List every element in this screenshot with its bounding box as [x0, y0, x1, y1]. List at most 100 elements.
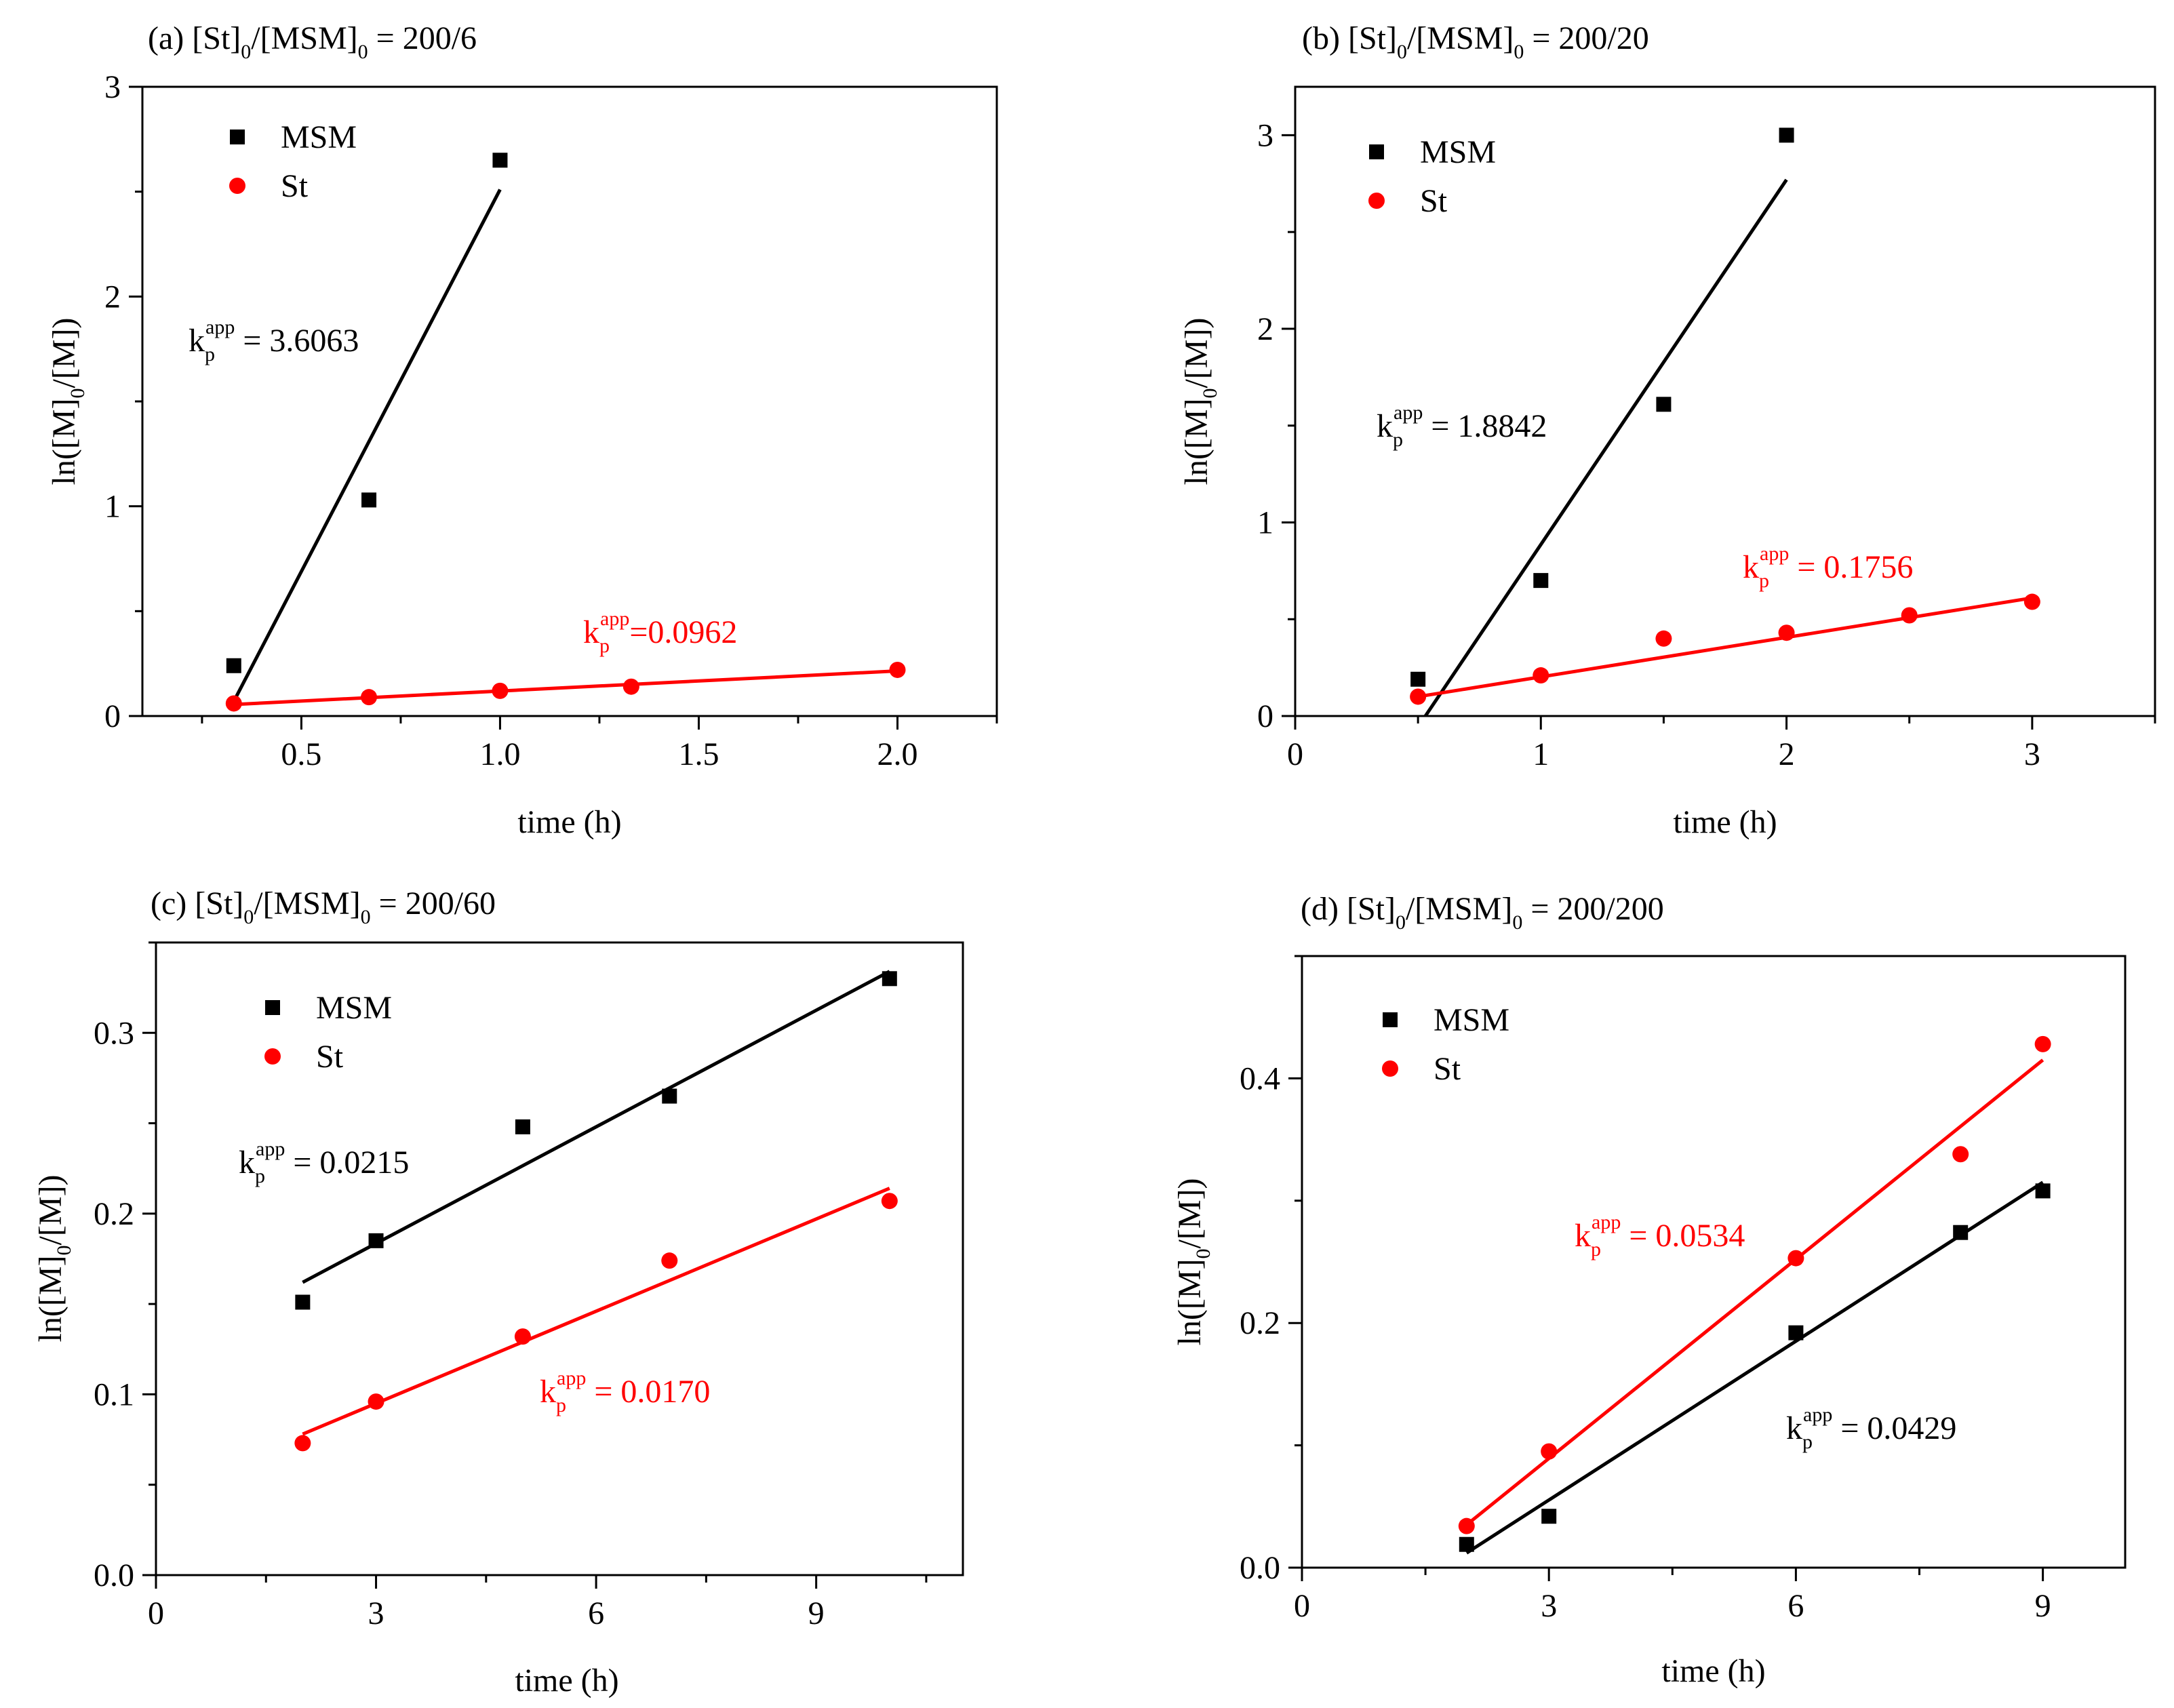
data-point-circle — [492, 682, 509, 699]
series-st — [1410, 593, 2040, 705]
data-point-circle — [1901, 607, 1918, 624]
data-point-circle — [225, 695, 242, 712]
data-point-circle — [294, 1435, 311, 1452]
title-mid: /[MSM] — [251, 20, 357, 56]
series-st — [294, 1187, 898, 1452]
legend-label: St — [1420, 183, 1448, 219]
legend-label: MSM — [316, 990, 392, 1026]
kp-annotation-msm-value: = 1.8842 — [1423, 408, 1547, 444]
y-tick-label: 0.4 — [1240, 1060, 1280, 1096]
kp-annotation-st-value: =0.0962 — [629, 614, 737, 650]
legend-label: MSM — [1420, 134, 1496, 170]
data-point-square — [492, 153, 508, 168]
title-sub2: 0 — [361, 906, 371, 928]
data-point-circle — [1952, 1146, 1969, 1163]
data-point-circle — [2034, 1035, 2051, 1052]
y-label-part1: ln([M] — [33, 1256, 68, 1343]
x-tick-label: 0 — [1287, 736, 1303, 772]
x-tick-label: 9 — [808, 1595, 825, 1631]
legend-label: St — [1434, 1051, 1461, 1087]
kp-annotation-msm: kp app = 1.8842 — [1377, 401, 1547, 451]
legend-circle-icon — [264, 1048, 281, 1065]
data-point-circle — [889, 661, 906, 678]
title-suffix: = 200/60 — [371, 886, 496, 921]
x-tick-label: 6 — [588, 1595, 604, 1631]
fit-line — [232, 188, 502, 702]
panel-title: (d) [St]0/[MSM]0 = 200/200 — [1301, 891, 1664, 934]
data-point-circle — [1778, 624, 1795, 641]
title-sub2: 0 — [358, 41, 368, 63]
kp-annotation-msm-value: = 0.0429 — [1832, 1410, 1956, 1446]
x-tick-label: 0 — [148, 1595, 164, 1631]
panel-title: (c) [St]0/[MSM]0 = 200/60 — [151, 886, 496, 928]
data-point-circle — [1787, 1250, 1804, 1267]
kp-annotation-st-k: k — [1743, 549, 1759, 585]
x-tick-label: 3 — [2024, 736, 2040, 772]
series-msm — [1459, 1180, 2051, 1555]
kp-annotation-msm-k: k — [189, 323, 205, 359]
y-label-part1: ln([M] — [1179, 399, 1214, 485]
y-tick-label: 0.1 — [94, 1376, 134, 1412]
kp-annotation-msm-sup: app — [256, 1138, 285, 1160]
kp-annotation-msm-sub: p — [205, 343, 215, 365]
title-sub1: 0 — [1397, 41, 1407, 63]
data-point-square — [882, 971, 897, 987]
kp-annotation-st-sup: app — [600, 608, 629, 630]
title-suffix: = 200/6 — [368, 20, 477, 56]
legend-square-icon — [1383, 1012, 1398, 1027]
y-label-part2: /[M]) — [1172, 1178, 1208, 1249]
y-tick-label: 0.3 — [94, 1015, 134, 1051]
title-sub2: 0 — [1514, 41, 1524, 63]
y-label-part2: /[M]) — [33, 1175, 68, 1246]
data-point-circle — [1533, 667, 1549, 684]
kp-annotation-st: kp app=0.0962 — [583, 608, 737, 657]
kp-annotation-msm: kp app = 0.0215 — [239, 1138, 409, 1187]
kp-annotation-msm-k: k — [1377, 408, 1393, 444]
data-point-circle — [1410, 688, 1427, 705]
y-label-part2: /[M]) — [46, 318, 82, 389]
y-tick-label: 0 — [1257, 698, 1273, 734]
title-sub1: 0 — [241, 41, 251, 63]
data-point-circle — [368, 1393, 384, 1410]
data-point-square — [1410, 671, 1426, 687]
data-point-circle — [622, 678, 639, 695]
kp-annotation-st-value: = 0.0534 — [1621, 1218, 1745, 1254]
kp-annotation-st: kp app = 0.1756 — [1743, 542, 1913, 592]
x-axis-label: time (h) — [515, 1663, 618, 1699]
data-point-square — [1459, 1536, 1474, 1552]
series-st — [225, 661, 906, 712]
data-point-square — [1541, 1509, 1557, 1524]
legend-label: St — [316, 1039, 344, 1075]
plot-frame — [155, 941, 964, 1576]
y-label-part1: ln([M] — [1172, 1259, 1208, 1346]
title-prefix: (c) [St] — [151, 886, 243, 921]
panel-c: (c) [St]0/[MSM]0 = 200/600 3 6 90.00.10.20.… — [33, 886, 964, 1699]
y-tick-label: 0.0 — [1240, 1550, 1280, 1586]
series-st — [1458, 1035, 2051, 1534]
x-tick-label: 0.5 — [281, 736, 321, 772]
kp-annotation-st-sup: app — [557, 1367, 586, 1389]
x-axis-label: time (h) — [1661, 1653, 1765, 1689]
y-axis-label: ln([M]0/[M]) — [46, 318, 89, 485]
y-axis-label: ln([M]0/[M]) — [33, 1175, 75, 1343]
y-axis-label: ln([M]0/[M]) — [1179, 318, 1221, 485]
x-tick-label: 1 — [1533, 736, 1549, 772]
y-label-part1: ln([M] — [46, 399, 82, 485]
kp-annotation-st-sub: p — [599, 635, 610, 657]
data-point-circle — [514, 1328, 531, 1345]
series-msm — [1410, 127, 1794, 717]
kp-annotation-msm-sub: p — [255, 1165, 265, 1187]
kp-annotation-msm-value: = 3.6063 — [235, 323, 359, 359]
y-label-sub: 0 — [66, 389, 89, 399]
kp-annotation-st-sup: app — [1760, 542, 1789, 565]
title-mid: /[MSM] — [1406, 891, 1512, 927]
fit-line — [1465, 1058, 2044, 1526]
data-point-square — [1788, 1325, 1804, 1340]
kp-annotation-msm-sup: app — [1803, 1404, 1832, 1426]
kp-annotation-st-value: = 0.0170 — [586, 1374, 710, 1410]
legend-circle-icon — [1368, 193, 1385, 209]
fit-line — [1465, 1180, 2044, 1555]
legend: MSM St — [1382, 1002, 1509, 1087]
